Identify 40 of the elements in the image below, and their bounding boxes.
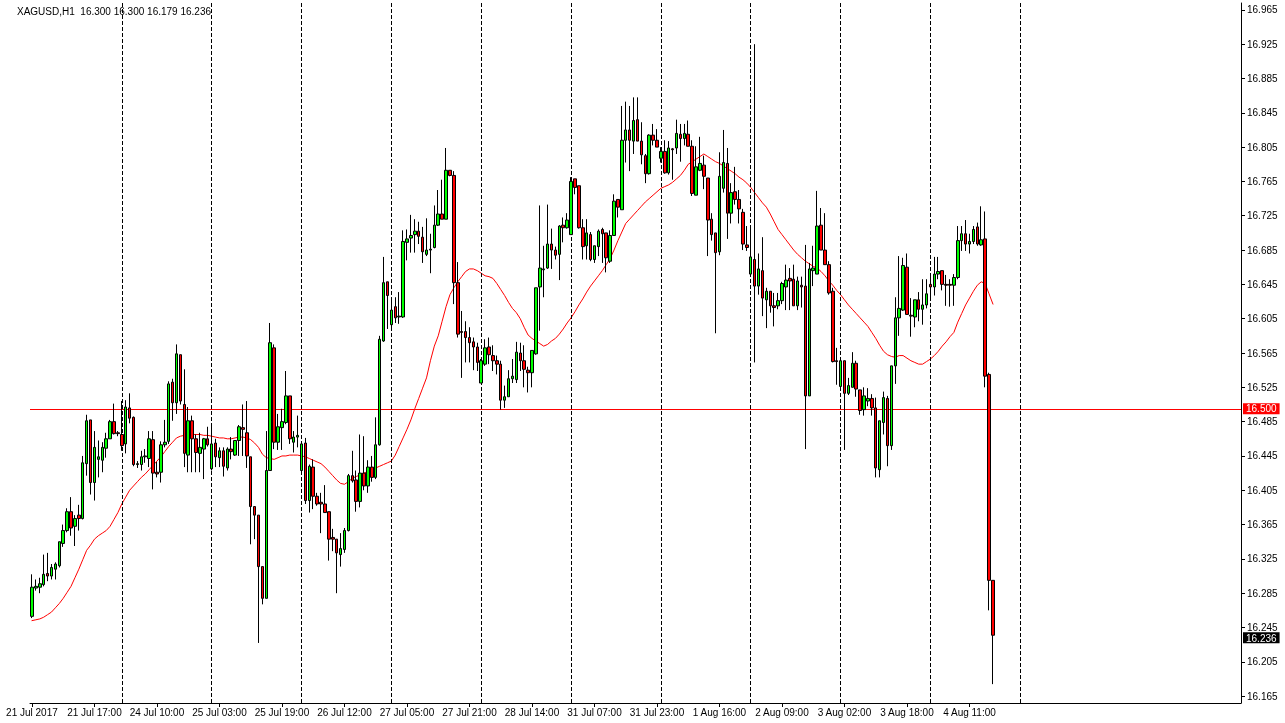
y-tick-label: 16.565	[1247, 347, 1279, 359]
y-tick-label: 16.325	[1247, 553, 1279, 565]
y-tick-label: 16.725	[1247, 210, 1279, 222]
x-tick-label: 3 Aug 18:00	[880, 706, 935, 718]
x-tick-label: 25 Jul 03:00	[192, 706, 248, 718]
x-tick-label: 31 Jul 07:00	[567, 706, 623, 718]
y-tick-label: 16.645	[1247, 278, 1279, 290]
y-tick-label: 16.885	[1247, 72, 1279, 84]
y-tick-label: 16.445	[1247, 450, 1279, 462]
x-tick-label: 25 Jul 19:00	[254, 706, 310, 718]
ref-line-label: 16.500	[1246, 403, 1278, 415]
y-tick-label: 16.925	[1247, 38, 1279, 50]
text: 16.236	[1246, 632, 1278, 644]
y-tick-label: 16.965	[1247, 4, 1279, 16]
y-tick-label: 16.685	[1247, 244, 1279, 256]
y-tick-label: 16.285	[1247, 587, 1279, 599]
y-tick-label: 16.245	[1247, 622, 1279, 634]
x-tick-label: 31 Jul 23:00	[629, 706, 685, 718]
y-tick-label: 16.485	[1247, 416, 1279, 428]
x-tick-label: 26 Jul 12:00	[317, 706, 373, 718]
x-tick-label: 21 Jul 17:00	[67, 706, 123, 718]
y-tick-label: 16.765	[1247, 175, 1279, 187]
x-tick-label: 27 Jul 21:00	[442, 706, 498, 718]
y-tick-label: 16.205	[1247, 656, 1279, 668]
y-tick-label: 16.605	[1247, 313, 1279, 325]
x-tick-label: 4 Aug 11:00	[943, 706, 997, 718]
x-tick-label: 1 Aug 16:00	[692, 706, 747, 718]
y-tick-label: 16.845	[1247, 107, 1279, 119]
x-tick-label: 21 Jul 2017	[6, 706, 59, 718]
x-tick-label: 2 Aug 09:00	[755, 706, 810, 718]
y-tick-label: 16.525	[1247, 381, 1279, 393]
x-tick-label: 28 Jul 14:00	[504, 706, 560, 718]
y-tick-label: 16.165	[1247, 690, 1279, 702]
x-tick-label: 24 Jul 10:00	[129, 706, 185, 718]
x-tick-label: 27 Jul 05:00	[379, 706, 435, 718]
y-tick-label: 16.365	[1247, 519, 1279, 531]
x-tick-label: 3 Aug 02:00	[817, 706, 872, 718]
y-tick-label: 16.805	[1247, 141, 1279, 153]
y-tick-label: 16.405	[1247, 484, 1279, 496]
chart-title: XAGUSD,H1 16.300 16.300 16.179 16.236	[17, 5, 212, 17]
